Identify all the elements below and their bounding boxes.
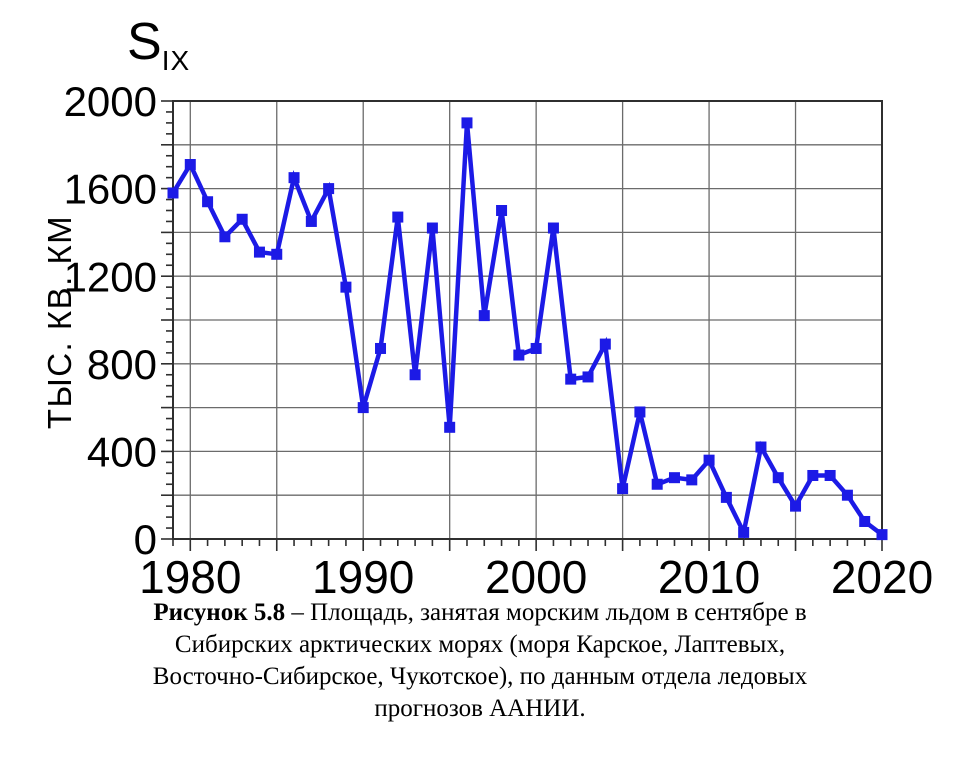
plot-border xyxy=(172,100,883,540)
data-point-marker xyxy=(668,472,680,484)
data-point-marker xyxy=(496,205,508,216)
data-point-marker xyxy=(599,338,611,350)
data-point-marker xyxy=(288,172,300,184)
data-point-marker xyxy=(824,469,836,481)
data-point-marker xyxy=(530,342,542,354)
data-point-marker xyxy=(547,222,559,234)
caption-line-1: Рисунок 5.8 – Площадь, занятая морским л… xyxy=(153,599,806,626)
line-chart: 0 400 800 1200 1600 2000 1980 1990 2000 2010 2020 xyxy=(64,78,934,600)
y-tick-label: 1200 xyxy=(64,253,157,300)
data-point-marker xyxy=(461,117,473,129)
data-point-marker xyxy=(340,281,352,293)
data-point-marker xyxy=(219,231,231,243)
data-point-marker xyxy=(426,222,438,234)
data-point-marker xyxy=(565,373,577,385)
data-point-marker xyxy=(184,159,196,171)
caption-line-2: Сибирских арктических морях (моря Карско… xyxy=(174,631,786,658)
data-point-marker xyxy=(236,213,248,225)
caption-line-4: прогнозов ААНИИ. xyxy=(374,695,586,722)
data-point-marker xyxy=(513,349,525,361)
data-point-marker xyxy=(686,474,698,486)
data-point-marker xyxy=(859,515,871,527)
y-tick-label: 2000 xyxy=(64,78,157,125)
data-point-marker xyxy=(651,478,663,490)
data-point-marker xyxy=(167,187,179,199)
data-point-marker xyxy=(409,369,421,381)
x-tick-label: 1980 xyxy=(139,551,241,600)
caption-figure-number: Рисунок 5.8 xyxy=(153,599,286,626)
figure-caption: Рисунок 5.8 – Площадь, занятая морским л… xyxy=(0,597,960,725)
data-point-marker xyxy=(357,402,369,414)
data-point-marker xyxy=(323,183,335,195)
chart-title: SIX xyxy=(127,13,190,75)
data-point-marker xyxy=(444,421,456,433)
data-point-marker xyxy=(478,310,490,322)
y-tick-label: 400 xyxy=(87,429,157,476)
data-point-marker xyxy=(253,246,265,258)
data-point-marker xyxy=(271,248,283,260)
y-tick-label: 1600 xyxy=(64,166,157,213)
data-point-marker xyxy=(738,526,750,538)
y-tick-label: 0 xyxy=(134,516,157,563)
chart-title-main: S xyxy=(127,13,162,71)
data-point-marker xyxy=(841,489,853,501)
x-tick-label: 2020 xyxy=(831,551,933,600)
caption-line-3: Восточно-Сибирское, Чукотское), по данны… xyxy=(152,663,808,690)
data-point-marker xyxy=(617,483,629,495)
x-tick-label: 2000 xyxy=(485,551,587,600)
chart-title-subscript: IX xyxy=(161,45,191,76)
data-point-marker xyxy=(876,529,888,541)
y-tick-label: 800 xyxy=(87,341,157,388)
data-point-marker xyxy=(375,342,387,354)
data-point-marker xyxy=(790,500,802,512)
data-point-marker xyxy=(202,196,214,208)
data-point-marker xyxy=(772,472,784,484)
x-tick-label: 1990 xyxy=(312,551,414,600)
data-point-marker xyxy=(582,371,594,383)
data-point-marker xyxy=(703,454,715,466)
data-point-marker xyxy=(305,215,317,227)
data-point-marker xyxy=(720,491,732,503)
data-point-marker xyxy=(392,211,404,223)
data-point-marker xyxy=(755,441,767,453)
x-tick-label: 2010 xyxy=(658,551,760,600)
data-point-marker xyxy=(634,406,646,418)
caption-line-1-text: – Площадь, занятая морским льдом в сентя… xyxy=(285,599,807,626)
data-point-marker xyxy=(807,469,819,481)
